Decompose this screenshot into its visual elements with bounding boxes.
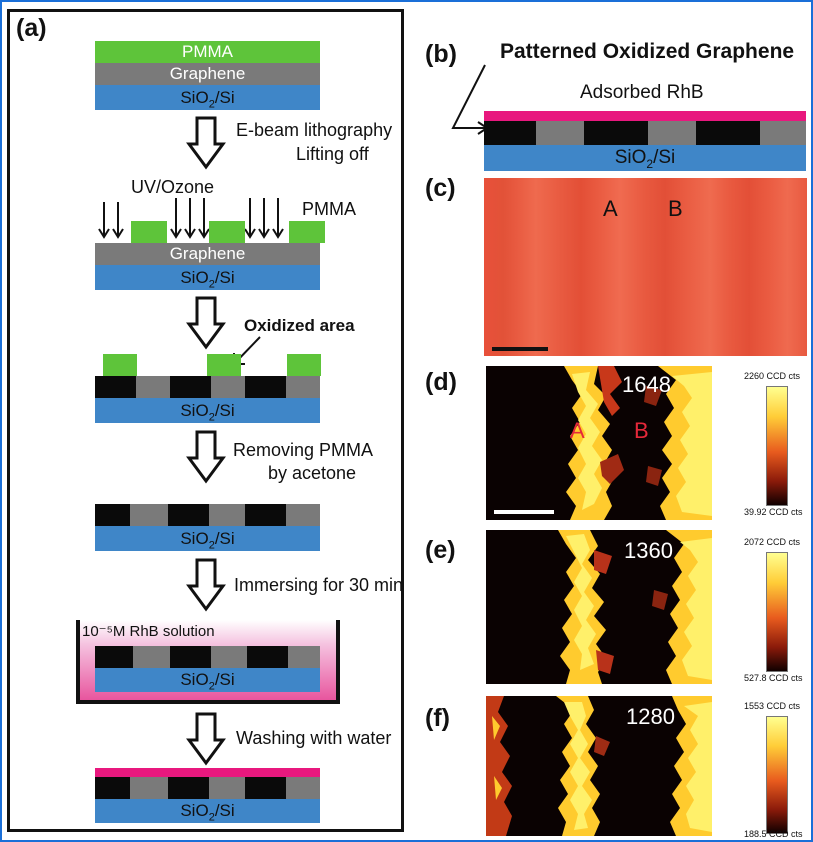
intensity-value: 1280 [626,704,675,729]
colorbar-max: 1553 CCD cts [744,701,801,711]
panel-f-label: (f) [425,704,450,732]
colorbar-min: 527.8 CCD cts [744,673,803,683]
oxidized-stripe [245,376,286,398]
uv-arrows-middle [170,196,214,240]
oxidized-stripe [170,646,211,668]
region-a-label: A [570,418,585,443]
pmma-mask [207,354,241,376]
panel-e-label: (e) [425,536,456,564]
pmma-mask [103,354,137,376]
oxidized-stripe [245,777,286,799]
panel-a-box [7,9,404,832]
pmma-layer: PMMA [95,41,320,63]
oxidized-stripe [170,376,211,398]
oxidized-stripe [484,121,536,145]
step1-line1: E-beam lithography [236,120,393,140]
colorbar-max: 2260 CCD cts [744,371,801,381]
oxidized-stripe [95,504,130,526]
substrate-layer: SiO2/Si [95,85,320,110]
oxidized-stripe [696,121,760,145]
panel-a-label: (a) [16,14,47,42]
process-arrow [186,430,226,484]
rhb-solution-label: 10⁻⁵M RhB solution [82,623,215,640]
scale-bar [494,510,554,514]
colorbar-min: 39.92 CCD cts [744,507,803,517]
process-arrow [186,296,226,350]
step3-label: Immersing for 30 min [234,575,404,595]
oxidized-stripe [95,777,130,799]
intensity-value: 1360 [624,538,673,563]
panel-b-label: (b) [425,40,457,68]
substrate-layer: SiO2/Si [95,799,320,823]
oxidized-stripe [168,504,209,526]
fluorescence-map [486,696,712,836]
optical-image [484,178,807,356]
panel-d-label: (d) [425,368,457,396]
uv-arrows-left [98,200,128,240]
uv-ozone-label: UV/Ozone [131,177,215,197]
pmma-mask [131,221,167,243]
colorbar [766,386,788,506]
process-arrow [186,712,226,766]
oxidized-area-label: Oxidized area [244,316,355,335]
oxidized-stripe [95,376,136,398]
scale-bar [492,347,548,351]
substrate-layer: SiO2/Si [95,668,320,692]
region-a-label: A [603,196,618,221]
step2-line1: Removing PMMA [233,440,374,460]
panel-b-title: Patterned Oxidized Graphene [500,40,795,63]
substrate-layer: SiO2/Si [95,398,320,423]
step1-line2: Lifting off [296,144,369,164]
oxidized-stripe [247,646,288,668]
oxidized-stripe [584,121,648,145]
adsorbed-rhb-label: Adsorbed RhB [580,82,704,103]
pmma-mask [289,221,325,243]
pmma-mask [209,221,245,243]
process-arrow [186,558,226,612]
panel-c-label: (c) [425,174,456,202]
colorbar-max: 2072 CCD cts [744,537,801,547]
colorbar-min: 188.5 CCD cts [744,829,803,839]
substrate-layer: SiO2/Si [95,265,320,290]
colorbar [766,552,788,672]
fluorescence-map [486,366,712,520]
oxidized-stripe [245,504,286,526]
region-b-label: B [668,196,683,221]
graphene-layer: Graphene [95,63,320,85]
uv-arrows-right [244,196,288,240]
process-arrow [186,116,226,170]
step4-label: Washing with water [236,728,392,748]
region-b-label: B [634,418,649,443]
colorbar [766,716,788,834]
rhb-layer [484,111,806,121]
intensity-value: 1648 [622,372,671,397]
pmma-label: PMMA [302,199,356,219]
oxidized-stripe [168,777,209,799]
fluorescence-map [486,530,712,684]
oxidized-stripe [95,646,133,668]
substrate-layer: SiO2/Si [484,145,806,171]
pmma-mask [287,354,321,376]
graphene-layer: Graphene [95,243,320,265]
rhb-layer [95,768,320,777]
substrate-layer: SiO2/Si [95,526,320,551]
step2-line2: by acetone [268,463,357,483]
